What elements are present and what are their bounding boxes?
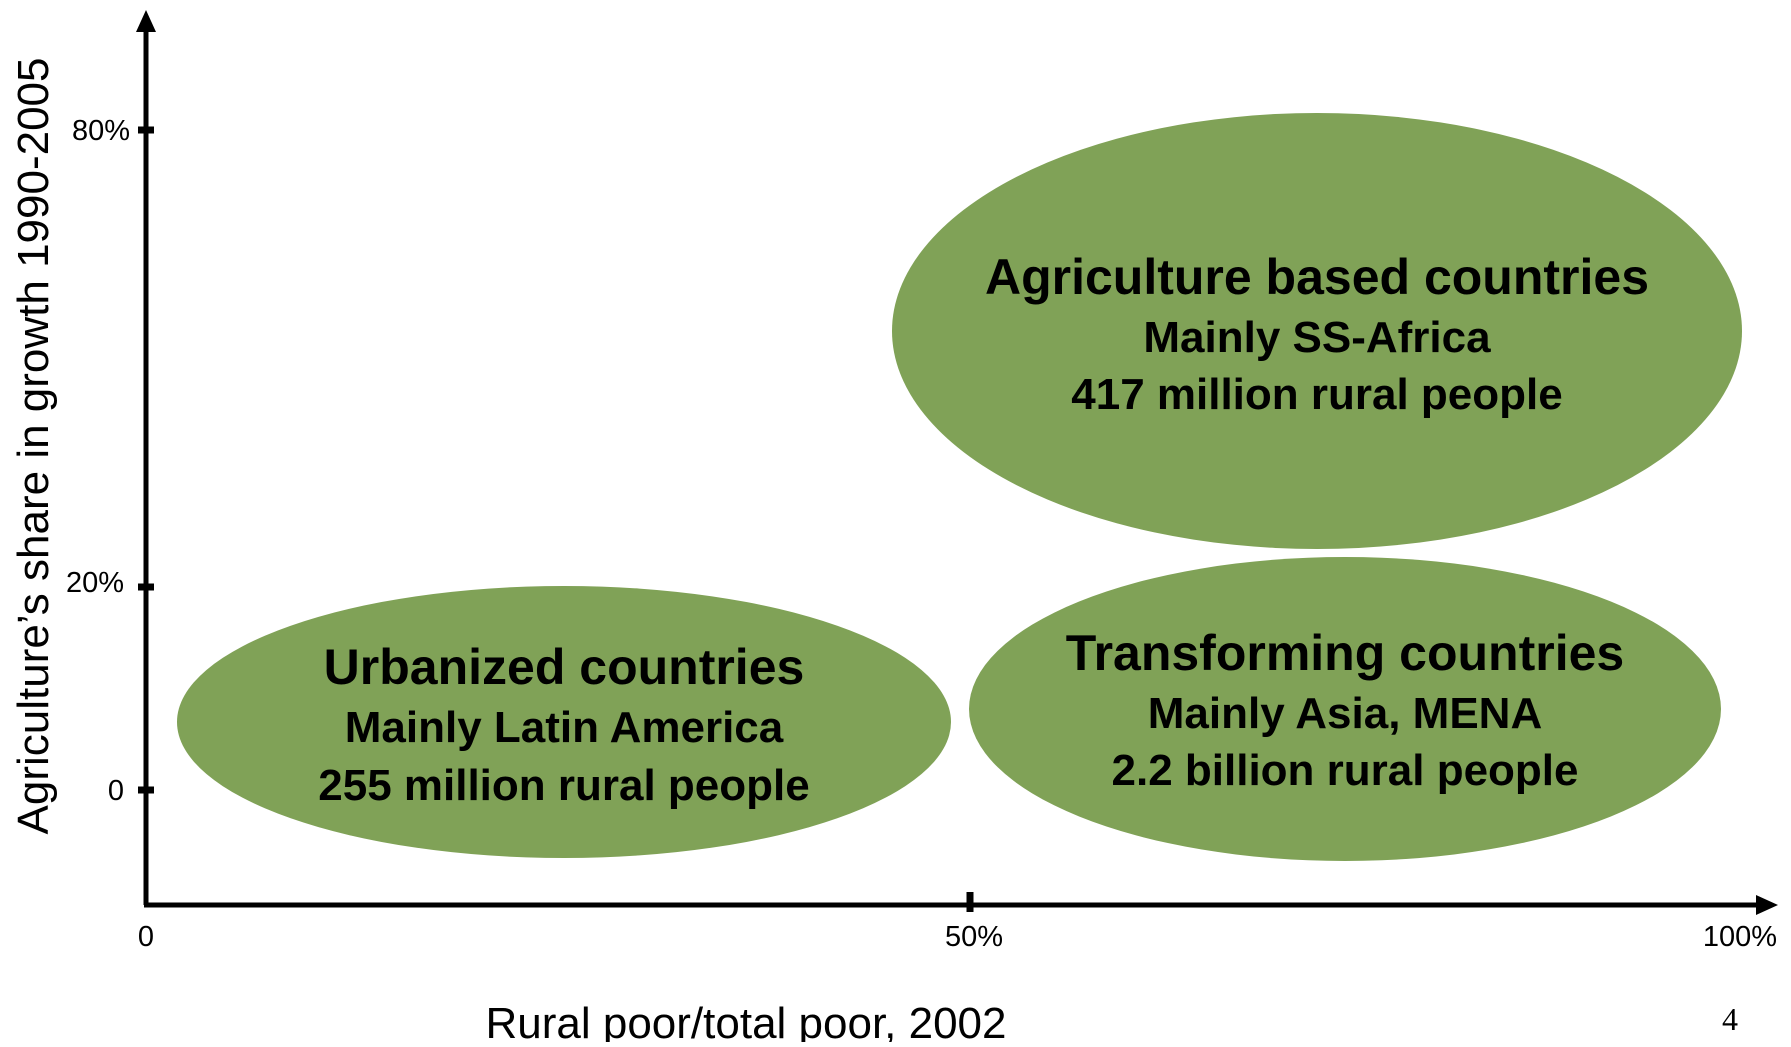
bubble-urbanized-population: 255 million rural people — [318, 761, 809, 810]
bubble-agriculture-based: Agriculture based countries Mainly SS-Af… — [892, 113, 1742, 549]
x-axis-arrow — [1756, 895, 1778, 915]
y-tick-label-80: 80% — [72, 115, 130, 147]
bubble-transforming-shape — [969, 557, 1721, 861]
bubble-transforming: Transforming countries Mainly Asia, MENA… — [969, 557, 1721, 861]
y-axis-title: Agriculture’s share in growth 1990-2005 — [9, 58, 58, 835]
bubble-agriculture-based-title: Agriculture based countries — [985, 249, 1649, 305]
x-tick-label-50: 50% — [945, 921, 1003, 953]
bubble-urbanized-shape — [177, 586, 951, 858]
x-tick-label-0: 0 — [138, 921, 154, 953]
bubble-agriculture-based-population: 417 million rural people — [1071, 370, 1562, 419]
bubble-transforming-population: 2.2 billion rural people — [1112, 746, 1579, 795]
x-axis-title: Rural poor/total poor, 2002 — [485, 999, 1006, 1042]
bubble-urbanized-region: Mainly Latin America — [345, 703, 784, 752]
bubble-agriculture-based-region: Mainly SS-Africa — [1143, 313, 1491, 362]
bubble-agriculture-based-shape — [892, 113, 1742, 549]
bubble-transforming-region: Mainly Asia, MENA — [1148, 689, 1542, 738]
bubble-transforming-title: Transforming countries — [1066, 625, 1624, 681]
y-tick-label-20: 20% — [66, 567, 124, 599]
y-tick-label-0: 0 — [108, 775, 124, 807]
bubble-urbanized-title: Urbanized countries — [324, 639, 805, 695]
page-number: 4 — [1722, 1001, 1738, 1037]
x-tick-label-100: 100% — [1703, 921, 1777, 953]
y-axis-arrow — [136, 10, 156, 32]
bubble-urbanized: Urbanized countries Mainly Latin America… — [177, 586, 951, 858]
